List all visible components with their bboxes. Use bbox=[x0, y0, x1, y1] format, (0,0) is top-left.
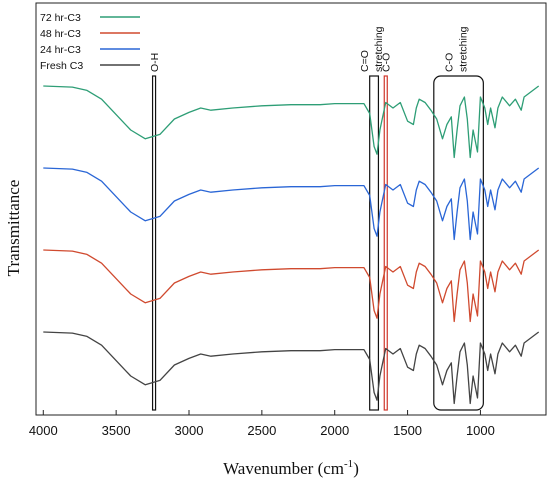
x-axis-title-sup: -1 bbox=[344, 458, 353, 470]
x-tick-label-2: 3000 bbox=[175, 423, 204, 438]
x-axis-title-close: ) bbox=[353, 459, 359, 478]
series-line-3 bbox=[43, 331, 540, 405]
legend-label-3: Fresh C3 bbox=[40, 60, 83, 72]
x-tick-label-3: 2500 bbox=[247, 423, 276, 438]
legend-label-0: 72 hr-C3 bbox=[40, 12, 81, 24]
plot-frame bbox=[35, 2, 547, 416]
x-axis: 4000 3500 3000 2500 2000 1500 1000 bbox=[29, 410, 495, 438]
x-tick-label-0: 4000 bbox=[29, 423, 58, 438]
legend-label-2: 24 hr-C3 bbox=[40, 44, 81, 56]
annotation-label-3: C-O bbox=[444, 53, 456, 72]
annotation-box-0 bbox=[151, 75, 157, 411]
x-axis-title: Wavenumber (cm-1) bbox=[223, 458, 359, 478]
annotation-label-1: C=O bbox=[359, 50, 371, 72]
annotation-label-2: C-O bbox=[381, 53, 393, 72]
legend: 72 hr-C3 48 hr-C3 24 hr-C3 Fresh C3 bbox=[40, 12, 140, 72]
annotation-label-0: O-H bbox=[149, 53, 161, 72]
annotation-box-1 bbox=[369, 75, 380, 411]
annotation-box-3 bbox=[433, 75, 484, 411]
series-line-2 bbox=[43, 167, 540, 241]
x-tick-label-6: 1000 bbox=[466, 423, 495, 438]
series-line-1 bbox=[43, 249, 540, 323]
x-tick-label-1: 3500 bbox=[102, 423, 131, 438]
annotation-sublabel-1: stretching bbox=[373, 26, 385, 72]
series-layer bbox=[43, 85, 540, 405]
series-line-0 bbox=[43, 85, 540, 159]
legend-label-1: 48 hr-C3 bbox=[40, 28, 81, 40]
x-tick-label-5: 1500 bbox=[393, 423, 422, 438]
y-axis-title: Transmittance bbox=[4, 180, 23, 277]
annotation-sublabel-3: stretching bbox=[458, 26, 470, 72]
x-axis-title-base: Wavenumber (cm bbox=[223, 459, 344, 478]
x-tick-label-4: 2000 bbox=[320, 423, 349, 438]
annotation-box-2 bbox=[383, 75, 388, 411]
